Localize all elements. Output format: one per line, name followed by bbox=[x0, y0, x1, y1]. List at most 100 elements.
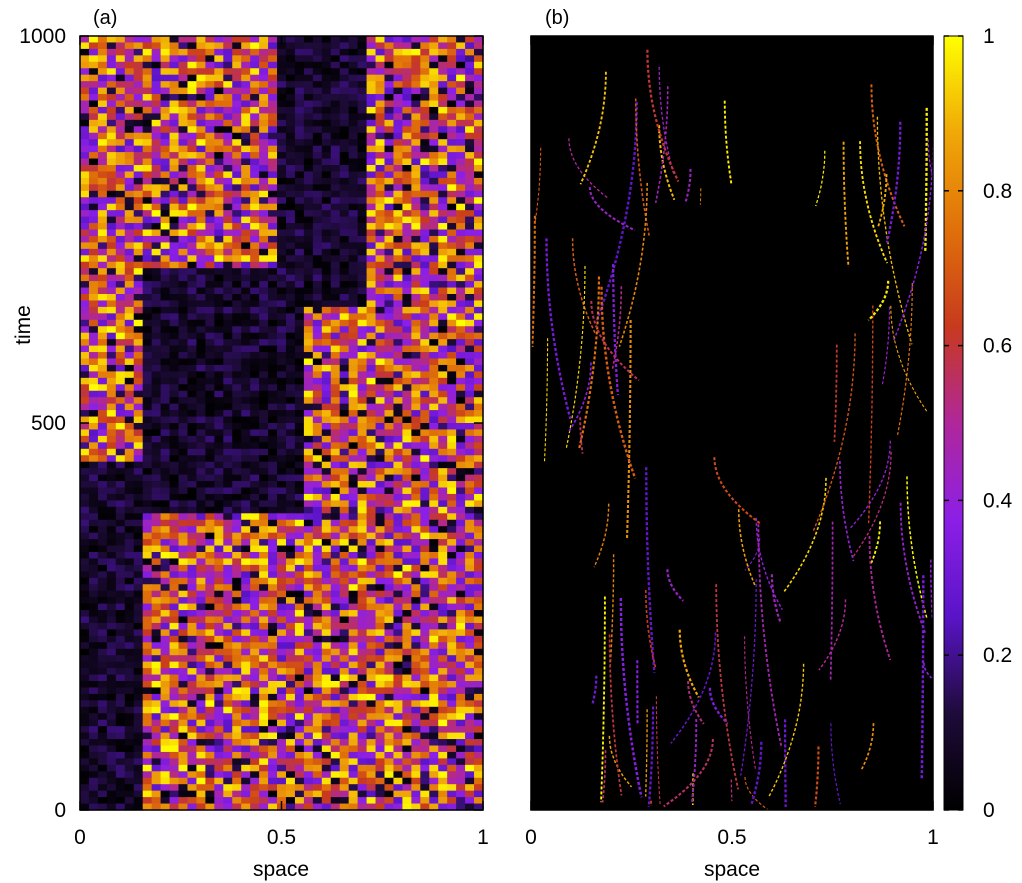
heatmap-cell bbox=[106, 235, 117, 243]
heatmap-cell bbox=[339, 358, 350, 366]
heatmap-cell bbox=[115, 539, 126, 547]
heatmap-cell bbox=[438, 487, 448, 495]
heatmap-cell bbox=[268, 455, 278, 463]
heatmap-cell bbox=[88, 126, 99, 134]
heatmap-cell bbox=[259, 106, 269, 114]
heatmap-cell bbox=[151, 229, 162, 237]
heatmap-cell bbox=[366, 532, 377, 540]
heatmap-cell bbox=[456, 416, 466, 424]
heatmap-cell bbox=[268, 242, 278, 250]
heatmap-cell bbox=[142, 119, 153, 127]
heatmap-cell bbox=[339, 655, 350, 663]
heatmap-cell bbox=[474, 674, 484, 682]
heatmap-cell bbox=[205, 442, 215, 450]
heatmap-cell bbox=[268, 622, 278, 630]
heatmap-cell bbox=[465, 274, 475, 282]
heatmap-cell bbox=[187, 526, 198, 534]
heatmap-cell bbox=[456, 558, 466, 566]
heatmap-cell bbox=[268, 223, 278, 231]
heatmap-cell bbox=[115, 526, 126, 534]
heatmap-cell bbox=[187, 184, 198, 192]
heatmap-cell bbox=[348, 287, 359, 295]
heatmap-cell bbox=[151, 384, 162, 392]
heatmap-cell bbox=[259, 674, 269, 682]
heatmap-cell bbox=[241, 152, 251, 160]
heatmap-cell bbox=[384, 693, 395, 701]
heatmap-cell bbox=[133, 48, 144, 56]
heatmap-cell bbox=[285, 113, 296, 121]
heatmap-cell bbox=[151, 203, 162, 211]
heatmap-cell bbox=[330, 36, 341, 44]
heatmap-cell bbox=[303, 268, 314, 276]
heatmap-cell bbox=[456, 313, 466, 321]
heatmap-cell bbox=[411, 235, 421, 243]
heatmap-cell bbox=[447, 384, 457, 392]
heatmap-cell bbox=[169, 48, 180, 56]
heatmap-cell bbox=[97, 668, 108, 676]
heatmap-cell bbox=[366, 681, 377, 689]
heatmap-cell bbox=[348, 390, 359, 398]
heatmap-cell bbox=[429, 268, 439, 276]
heatmap-cell bbox=[106, 216, 117, 224]
heatmap-cell bbox=[447, 74, 457, 82]
heatmap-cell bbox=[187, 493, 198, 501]
heatmap-cell bbox=[330, 552, 341, 560]
heatmap-cell bbox=[205, 545, 215, 553]
heatmap-cell bbox=[456, 184, 466, 192]
heatmap-cell bbox=[259, 42, 269, 50]
heatmap-cell bbox=[142, 745, 153, 753]
heatmap-cell bbox=[241, 635, 251, 643]
heatmap-cell bbox=[357, 635, 368, 643]
heatmap-cell bbox=[187, 713, 198, 721]
heatmap-cell bbox=[80, 687, 90, 695]
heatmap-cell bbox=[250, 152, 260, 160]
heatmap-cell bbox=[187, 306, 198, 314]
heatmap-cell bbox=[205, 745, 215, 753]
heatmap-cell bbox=[375, 487, 386, 495]
heatmap-cell bbox=[250, 132, 260, 140]
heatmap-cell bbox=[277, 384, 287, 392]
heatmap-cell bbox=[312, 36, 323, 44]
heatmap-cell bbox=[142, 435, 153, 443]
heatmap-cell bbox=[160, 119, 171, 127]
heatmap-cell bbox=[88, 235, 99, 243]
heatmap-cell bbox=[447, 203, 457, 211]
heatmap-cell bbox=[241, 700, 251, 708]
heatmap-cell bbox=[268, 42, 278, 50]
heatmap-cell bbox=[97, 352, 108, 360]
heatmap-cell bbox=[124, 384, 135, 392]
heatmap-cell bbox=[375, 468, 386, 476]
heatmap-cell bbox=[375, 584, 386, 592]
heatmap-cell bbox=[169, 384, 180, 392]
heatmap-cell bbox=[366, 81, 377, 89]
heatmap-cell bbox=[330, 281, 341, 289]
heatmap-cell bbox=[357, 87, 368, 95]
heatmap-cell bbox=[196, 558, 206, 566]
heatmap-cell bbox=[259, 564, 269, 572]
heatmap-cell bbox=[474, 558, 484, 566]
heatmap-cell bbox=[277, 648, 287, 656]
heatmap-cell bbox=[80, 100, 90, 108]
heatmap-cell bbox=[348, 732, 359, 740]
heatmap-cell bbox=[330, 300, 341, 308]
heatmap-cell bbox=[187, 745, 198, 753]
heatmap-cell bbox=[411, 171, 421, 179]
heatmap-cell bbox=[259, 642, 269, 650]
heatmap-cell bbox=[384, 36, 395, 44]
heatmap-cell bbox=[133, 345, 144, 353]
heatmap-cell bbox=[474, 448, 484, 456]
heatmap-cell bbox=[169, 403, 180, 411]
heatmap-cell bbox=[187, 539, 198, 547]
heatmap-cell bbox=[124, 706, 135, 714]
heatmap-cell bbox=[187, 590, 198, 598]
heatmap-cell bbox=[80, 287, 90, 295]
heatmap-cell bbox=[294, 442, 305, 450]
heatmap-cell bbox=[393, 687, 403, 695]
heatmap-cell bbox=[196, 577, 206, 585]
heatmap-cell bbox=[133, 177, 144, 185]
heatmap-cell bbox=[330, 571, 341, 579]
heatmap-cell bbox=[232, 281, 242, 289]
heatmap-cell bbox=[465, 106, 475, 114]
heatmap-cell bbox=[402, 364, 412, 372]
heatmap-cell bbox=[456, 403, 466, 411]
